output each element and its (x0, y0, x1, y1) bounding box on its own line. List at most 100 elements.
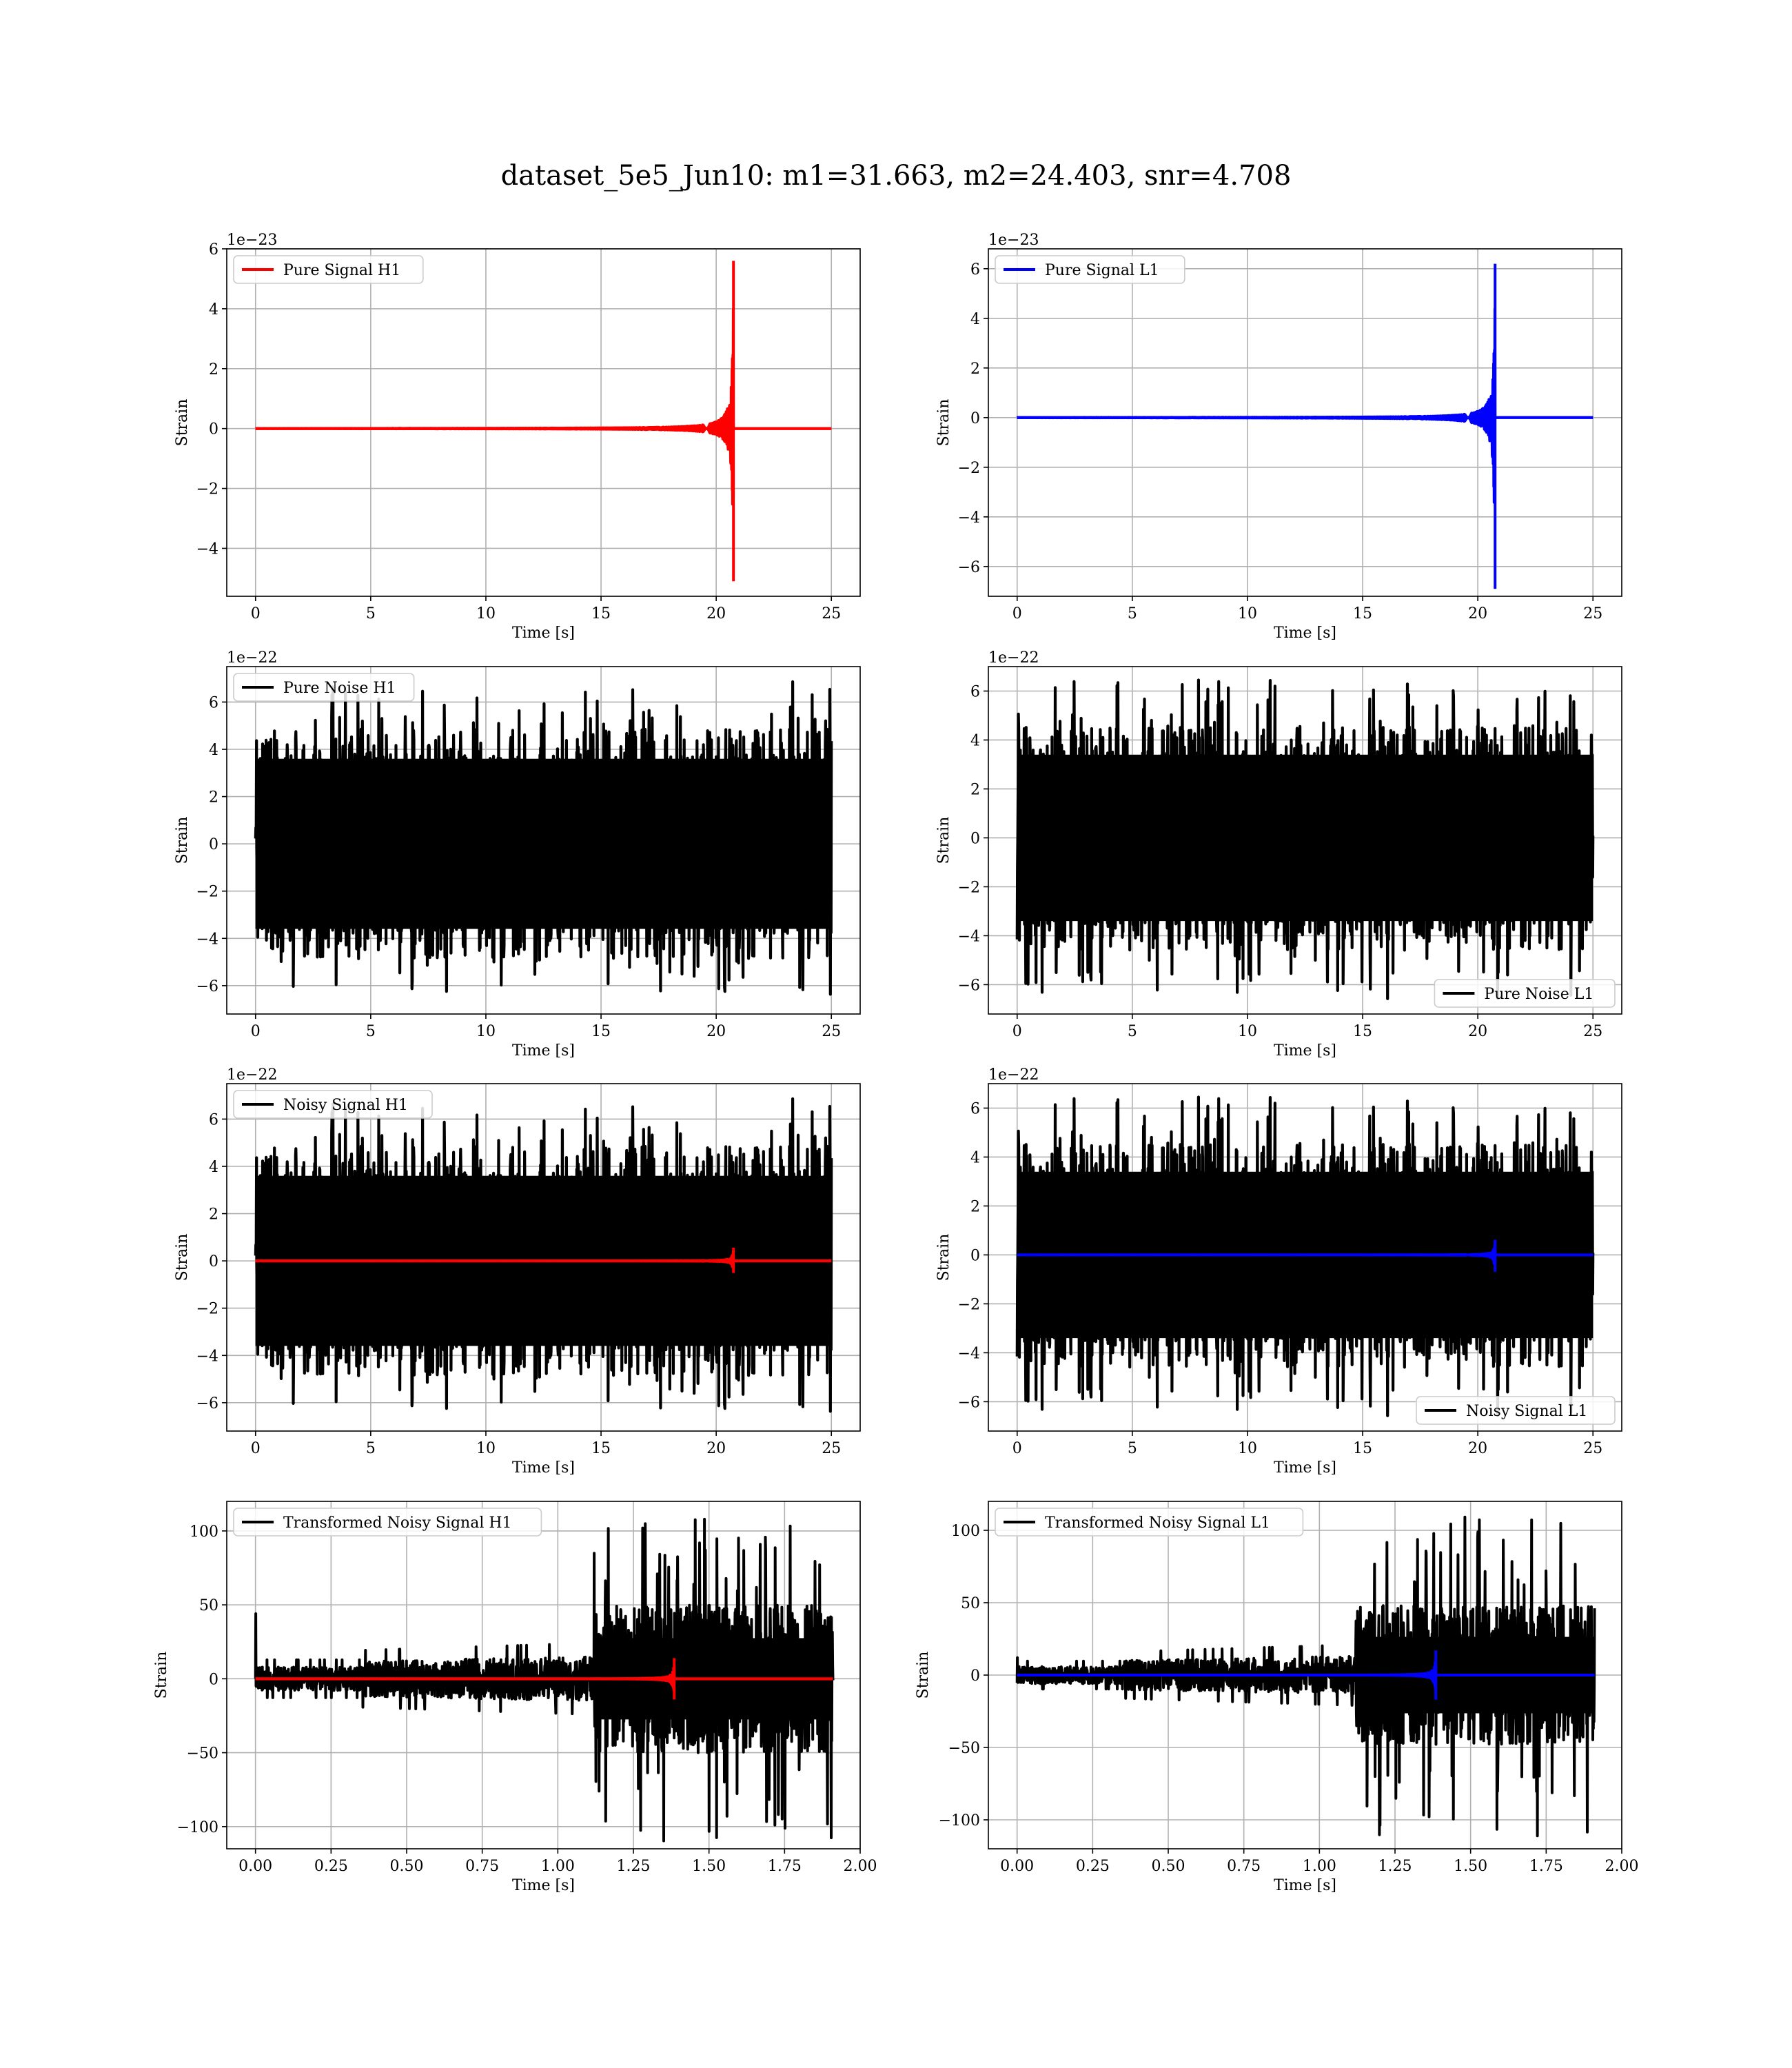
subplot-5: 0 5 10 15 20 25 −6 −4 −2 0 2 4 6 Time [s] Strain 1e−22 N… (174, 1066, 861, 1477)
x-tick-label: 0.25 (1076, 1858, 1110, 1875)
y-tick-label: −2 (958, 460, 980, 477)
y-tick-label: −6 (196, 1395, 218, 1412)
legend: Noisy Signal L1 (1416, 1396, 1616, 1425)
x-tick-label: 25 (1583, 605, 1602, 622)
legend: Pure Noise H1 (233, 673, 415, 702)
subplots: 0 5 10 15 20 25 −4 −2 0 2 4 6 Time [s] Strain 1e−23 Pur… (153, 232, 1638, 1894)
x-tick-label: 1.50 (1454, 1858, 1487, 1875)
y-tick-label: 50 (961, 1595, 980, 1612)
x-tick-label: 0.00 (1000, 1858, 1034, 1875)
y-tick-label: −2 (958, 879, 980, 896)
legend-label: Transformed Noisy Signal L1 (1045, 1514, 1270, 1532)
plot-area (254, 261, 833, 582)
x-axis-label: Time [s] (512, 625, 575, 642)
y-axis-label: Strain (935, 1234, 953, 1281)
y-tick-label: −6 (196, 978, 218, 995)
subplot-3: 0 5 10 15 20 25 −6 −4 −2 0 2 4 6 Time [s] Strain 1e−22 P… (174, 649, 861, 1060)
plot-area (254, 1097, 833, 1413)
y-tick-label: 0 (970, 1247, 980, 1264)
y-tick-label: −100 (939, 1812, 980, 1829)
plot-area (1015, 678, 1595, 1000)
x-tick-label: 25 (822, 1023, 841, 1040)
subplot-6: 0 5 10 15 20 25 −6 −4 −2 0 2 4 6 Time [s] Strain 1e−22 N… (935, 1066, 1622, 1477)
y-tick-label: 0 (970, 410, 980, 427)
axes-frame (226, 248, 861, 597)
x-tick-label: 10 (1238, 1023, 1257, 1040)
y-offset-text: 1e−23 (227, 232, 277, 249)
y-offset-text: 1e−22 (988, 649, 1039, 667)
y-tick-label: 0 (209, 836, 218, 853)
x-tick-label: 10 (476, 1023, 496, 1040)
legend-box (233, 255, 424, 284)
y-tick-label: −2 (196, 1301, 218, 1318)
y-tick-label: 4 (970, 732, 980, 749)
x-tick-label: 2.00 (844, 1858, 877, 1875)
x-tick-label: 10 (1238, 605, 1257, 622)
x-tick-label: 5 (1128, 1440, 1137, 1457)
x-tick-label: 20 (1468, 1440, 1487, 1457)
y-tick-label: −50 (948, 1740, 980, 1757)
y-tick-label: 100 (190, 1523, 218, 1541)
x-tick-label: 2.00 (1605, 1858, 1639, 1875)
y-tick-label: −4 (196, 540, 218, 558)
x-tick-label: 1.00 (1303, 1858, 1336, 1875)
y-tick-label: −4 (196, 931, 218, 948)
legend: Transformed Noisy Signal H1 (233, 1508, 542, 1537)
y-tick-label: 4 (209, 1159, 218, 1176)
y-tick-label: 6 (209, 241, 218, 258)
x-tick-label: 15 (1353, 1440, 1372, 1457)
y-axis-label: Strain (174, 399, 191, 447)
legend-box (995, 255, 1185, 284)
legend-box (995, 1508, 1304, 1537)
plot-area (1015, 1515, 1596, 1838)
subplot-7: 0.00 0.25 0.50 0.75 1.00 1.25 1.50 1.75 2.00 −100… (153, 1501, 877, 1894)
subplot-2: 0 5 10 15 20 25 −6 −4 −2 0 2 4 6 Time [s] Strain 1e−23 P… (935, 232, 1622, 642)
subplot-1: 0 5 10 15 20 25 −4 −2 0 2 4 6 Time [s] Strain 1e−23 Pur… (174, 232, 861, 642)
y-tick-label: −2 (196, 481, 218, 498)
y-tick-label: 4 (970, 1149, 980, 1166)
y-offset-text: 1e−22 (988, 1066, 1039, 1084)
x-tick-label: 0 (1012, 1023, 1022, 1040)
y-tick-label: 0 (970, 830, 980, 847)
y-offset-text: 1e−23 (988, 232, 1039, 249)
x-tick-label: 0.25 (314, 1858, 348, 1875)
x-tick-label: 0 (1012, 1440, 1022, 1457)
x-tick-label: 0 (251, 605, 261, 622)
x-tick-label: 20 (1468, 1023, 1487, 1040)
x-axis-label: Time [s] (1274, 1459, 1336, 1477)
y-tick-label: −4 (958, 1345, 980, 1362)
y-axis-label: Strain (174, 817, 191, 864)
x-axis-label: Time [s] (1274, 1877, 1336, 1894)
x-tick-label: 10 (476, 1440, 496, 1457)
y-tick-label: −4 (958, 509, 980, 527)
x-tick-label: 0.50 (390, 1858, 424, 1875)
y-tick-label: 4 (209, 301, 218, 318)
x-tick-label: 1.75 (1529, 1858, 1563, 1875)
y-tick-label: −2 (958, 1296, 980, 1313)
legend-box (1434, 979, 1616, 1008)
legend-label: Pure Noise H1 (283, 680, 396, 697)
x-tick-label: 1.25 (617, 1858, 651, 1875)
y-tick-label: 2 (970, 1198, 980, 1215)
y-tick-label: 0 (209, 1671, 218, 1688)
x-tick-label: 10 (476, 605, 496, 622)
series-line-1 (254, 308, 833, 506)
y-tick-label: −6 (958, 1394, 980, 1411)
axes-frame (226, 1501, 861, 1849)
y-tick-label: 100 (951, 1523, 980, 1540)
y-tick-label: 4 (970, 311, 980, 328)
x-tick-label: 5 (366, 1440, 376, 1457)
x-tick-label: 1.50 (692, 1858, 726, 1875)
y-tick-label: −4 (196, 1348, 218, 1365)
x-tick-label: 20 (706, 1023, 726, 1040)
x-tick-label: 25 (1583, 1440, 1602, 1457)
legend-label: Pure Signal L1 (1045, 262, 1159, 279)
series-noise-core (255, 758, 832, 929)
plot-area (254, 1517, 835, 1843)
subplot-8: 0.00 0.25 0.50 0.75 1.00 1.25 1.50 1.75 2.00 −100… (915, 1501, 1638, 1894)
y-tick-label: −4 (958, 928, 980, 945)
y-axis-label: Strain (915, 1652, 932, 1699)
legend-label: Noisy Signal H1 (283, 1097, 408, 1114)
axes-frame (226, 666, 861, 1015)
x-tick-label: 25 (822, 605, 841, 622)
